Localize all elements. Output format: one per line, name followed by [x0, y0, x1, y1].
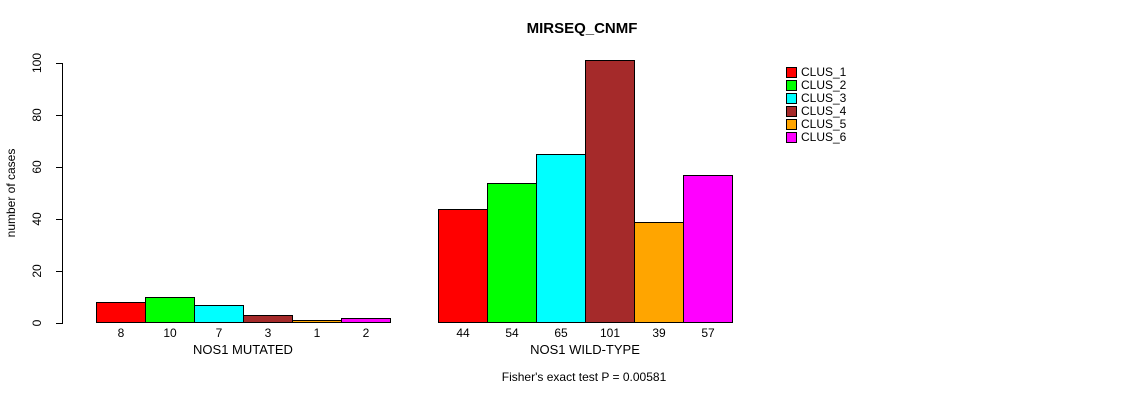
y-axis-line	[62, 63, 63, 324]
bar-clus_1-group2	[438, 209, 488, 323]
bar-clus_2-group2	[487, 183, 537, 323]
y-tick-mark	[56, 271, 62, 272]
legend-swatch-icon	[786, 79, 797, 91]
legend-entry: CLUS_5	[786, 118, 846, 130]
x-group-label: NOS1 MUTATED	[193, 342, 293, 357]
chart-title: MIRSEQ_CNMF	[526, 20, 638, 37]
bar-clus_3-group2	[536, 154, 586, 323]
legend-entry: CLUS_6	[786, 131, 846, 143]
legend-entry: CLUS_2	[786, 79, 846, 91]
bar-clus_4-group1	[243, 315, 293, 323]
legend-label: CLUS_3	[801, 91, 847, 105]
legend-label: CLUS_2	[801, 78, 847, 92]
legend-swatch-icon	[786, 131, 797, 143]
bar-clus_4-group2	[585, 60, 635, 323]
legend-label: CLUS_4	[801, 104, 847, 118]
y-tick-mark	[56, 219, 62, 220]
legend-swatch-icon	[786, 118, 797, 130]
y-tick-mark	[56, 115, 62, 116]
bar-clus_6-group1	[341, 318, 391, 323]
legend-label: CLUS_6	[801, 130, 847, 144]
bar-value-label: 7	[215, 326, 223, 340]
bar-value-label: 1	[313, 326, 321, 340]
legend-entry: CLUS_3	[786, 92, 846, 104]
bar-clus_2-group1	[145, 297, 195, 323]
bar-value-label: 44	[456, 326, 470, 340]
bar-value-label: 39	[652, 326, 666, 340]
bar-value-label: 65	[554, 326, 568, 340]
legend-entry: CLUS_4	[786, 105, 846, 117]
bar-value-label: 2	[362, 326, 370, 340]
bar-value-label: 57	[701, 326, 715, 340]
bar-value-label: 54	[505, 326, 519, 340]
legend-label: CLUS_1	[801, 65, 847, 79]
legend-label: CLUS_5	[801, 117, 847, 131]
legend-swatch-icon	[786, 105, 797, 117]
bar-value-label: 10	[163, 326, 177, 340]
y-tick-mark	[56, 167, 62, 168]
stat-annotation: Fisher's exact test P = 0.00581	[501, 370, 667, 384]
bar-clus_6-group2	[683, 175, 733, 323]
y-tick-mark	[56, 63, 62, 64]
y-tick-mark	[56, 323, 62, 324]
bar-value-label: 8	[117, 326, 125, 340]
bar-clus_5-group2	[634, 222, 684, 323]
bar-value-label: 101	[599, 326, 621, 340]
bar-clus_3-group1	[194, 305, 244, 323]
x-group-label: NOS1 WILD-TYPE	[530, 342, 640, 357]
bar-value-label: 3	[264, 326, 272, 340]
legend-swatch-icon	[786, 92, 797, 104]
legend-entry: CLUS_1	[786, 66, 846, 78]
legend-swatch-icon	[786, 66, 797, 78]
